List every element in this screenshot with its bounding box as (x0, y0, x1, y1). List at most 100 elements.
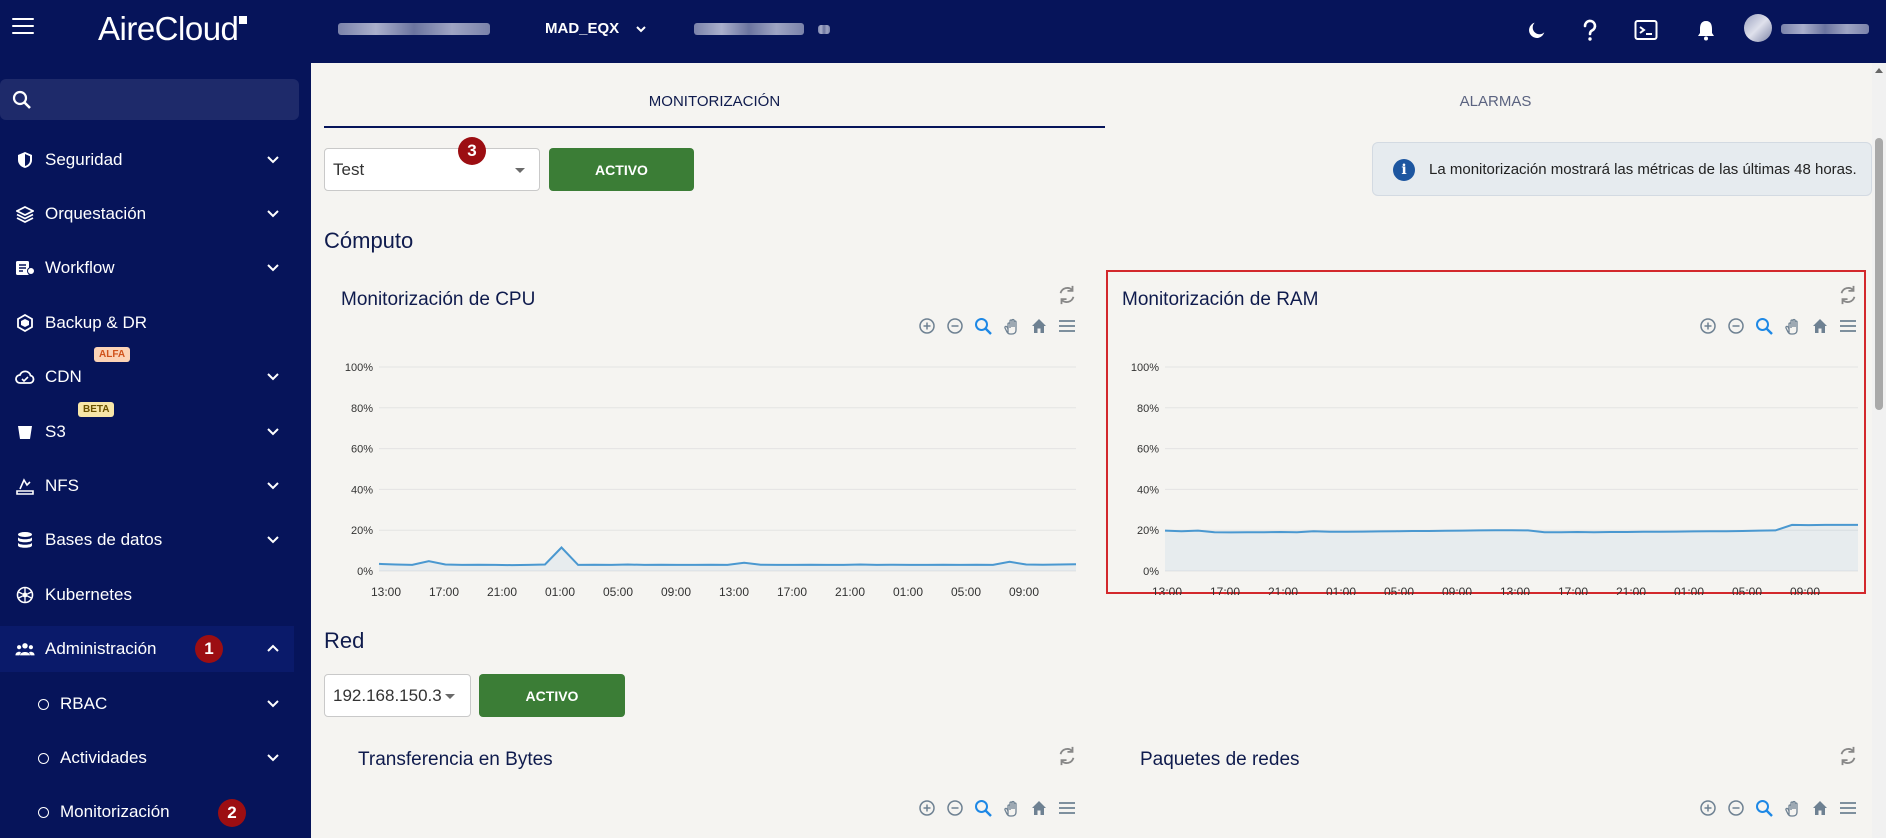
scrollbar-thumb[interactable] (1875, 138, 1883, 410)
sidebar: Seguridad Orquestación Workflow Backup &… (0, 63, 311, 838)
sidebar-item-cdn[interactable]: CDN ALFA (0, 347, 294, 400)
scroll-up-arrow[interactable] (1875, 68, 1883, 73)
terminal-icon[interactable] (1632, 16, 1660, 44)
series-line[interactable] (1164, 523, 1858, 534)
pan-icon[interactable] (1002, 317, 1020, 335)
y-tick-label: 100% (345, 362, 373, 374)
y-tick-label: 60% (1137, 444, 1159, 456)
series-line[interactable] (378, 546, 1077, 567)
sidebar-item-workflow[interactable]: Workflow (0, 245, 294, 291)
bucket-icon (15, 422, 35, 442)
section-title-network: Red (324, 628, 365, 653)
chart-title-packets: Paquetes de redes (1140, 749, 1300, 770)
zoom-out-icon[interactable] (946, 317, 964, 335)
x-tick-label: 05:00 (1732, 585, 1762, 595)
users-icon (15, 639, 35, 659)
zoom-in-icon[interactable] (1699, 317, 1717, 335)
compute-active-button[interactable]: ACTIVO (549, 148, 694, 191)
top-bar: AireCloud MAD_EQX (0, 0, 1886, 63)
zoom-out-icon[interactable] (946, 799, 964, 817)
tab-monitorizacion[interactable]: MONITORIZACIÓN (648, 93, 781, 110)
y-tick-label: 100% (1131, 362, 1159, 374)
bell-icon[interactable] (1692, 16, 1720, 44)
chart-toolbar-ram (1699, 317, 1859, 337)
menu-icon[interactable] (1839, 317, 1857, 335)
pan-icon[interactable] (1783, 799, 1801, 817)
sidebar-item-backup-dr[interactable]: Backup & DR (0, 300, 294, 346)
backup-icon (15, 313, 35, 333)
x-tick-label: 05:00 (1384, 585, 1414, 595)
x-tick-label: 17:00 (1210, 585, 1240, 595)
instance-select[interactable]: Test (324, 148, 540, 191)
zoom-selection-icon[interactable] (974, 317, 992, 335)
chevron-up-icon[interactable] (266, 643, 280, 655)
zoom-selection-icon[interactable] (974, 799, 992, 817)
home-icon[interactable] (1030, 317, 1048, 335)
chevron-down-icon[interactable] (266, 480, 280, 492)
search-input[interactable] (0, 79, 299, 120)
x-tick-label: 13:00 (371, 585, 401, 599)
refresh-icon[interactable] (1837, 284, 1859, 306)
chevron-down-icon[interactable] (266, 534, 280, 546)
network-active-button[interactable]: ACTIVO (479, 674, 625, 717)
zoom-in-icon[interactable] (918, 317, 936, 335)
home-icon[interactable] (1811, 317, 1829, 335)
blurred-project-suffix (818, 25, 830, 34)
chevron-down-icon[interactable] (266, 371, 280, 383)
menu-icon[interactable] (1839, 799, 1857, 817)
refresh-icon[interactable] (1056, 284, 1078, 306)
sidebar-item-seguridad[interactable]: Seguridad (0, 137, 294, 183)
y-tick-label: 40% (351, 484, 373, 496)
chart-cpu: 100% 80% 60% 40% 20% 0% 13:00 17:00 21:00 01:00 05… (345, 362, 1077, 599)
sidebar-item-bases-de-datos[interactable]: Bases de datos (0, 517, 294, 563)
menu-icon[interactable] (12, 18, 34, 36)
refresh-icon[interactable] (1837, 745, 1859, 767)
logo[interactable]: AireCloud (98, 10, 248, 48)
zoom-in-icon[interactable] (1699, 799, 1717, 817)
chevron-down-icon[interactable] (266, 426, 280, 438)
alfa-badge: ALFA (94, 347, 131, 362)
x-tick-label: 01:00 (545, 585, 575, 599)
refresh-icon[interactable] (1056, 745, 1078, 767)
x-tick-label: 09:00 (661, 585, 691, 599)
sidebar-subitem-actividades[interactable]: Actividades (0, 735, 294, 781)
zoom-out-icon[interactable] (1727, 317, 1745, 335)
tab-alarmas[interactable]: ALARMAS (1459, 93, 1532, 110)
zoom-out-icon[interactable] (1727, 799, 1745, 817)
avatar[interactable] (1744, 14, 1772, 42)
x-tick-label: 13:00 (719, 585, 749, 599)
sidebar-subitem-monitorizacion[interactable]: Monitorización 2 (0, 789, 294, 835)
moon-icon[interactable] (1523, 16, 1551, 44)
pan-icon[interactable] (1002, 799, 1020, 817)
sidebar-subitem-rbac[interactable]: RBAC (0, 681, 294, 727)
help-icon[interactable] (1576, 16, 1604, 44)
sidebar-item-kubernetes[interactable]: Kubernetes (0, 572, 294, 618)
menu-icon[interactable] (1058, 799, 1076, 817)
sidebar-item-nfs[interactable]: NFS (0, 463, 294, 509)
org-select[interactable]: MAD_EQX (545, 20, 620, 37)
info-icon: i (1393, 159, 1415, 181)
x-tick-label: 17:00 (777, 585, 807, 599)
chevron-down-icon[interactable] (266, 208, 280, 220)
zoom-in-icon[interactable] (918, 799, 936, 817)
ip-select[interactable]: 192.168.150.3 (324, 674, 471, 717)
chevron-down-icon[interactable] (266, 752, 280, 764)
sidebar-item-s3[interactable]: S3 BETA (0, 402, 294, 455)
sidebar-item-administracion[interactable]: Administración 1 (0, 626, 294, 672)
blurred-project-name (694, 23, 804, 35)
home-icon[interactable] (1030, 799, 1048, 817)
zoom-selection-icon[interactable] (1755, 317, 1773, 335)
menu-icon[interactable] (1058, 317, 1076, 335)
home-icon[interactable] (1811, 799, 1829, 817)
workflow-icon (15, 258, 35, 278)
chevron-down-icon[interactable] (266, 262, 280, 274)
x-tick-label: 21:00 (1616, 585, 1646, 595)
pan-icon[interactable] (1783, 317, 1801, 335)
sidebar-item-orquestacion[interactable]: Orquestación (0, 191, 294, 237)
cloud-icon (15, 367, 35, 387)
chevron-down-icon[interactable] (266, 154, 280, 166)
zoom-selection-icon[interactable] (1755, 799, 1773, 817)
y-tick-label: 20% (1137, 525, 1159, 537)
chevron-down-icon[interactable] (634, 22, 648, 36)
chevron-down-icon[interactable] (266, 698, 280, 710)
